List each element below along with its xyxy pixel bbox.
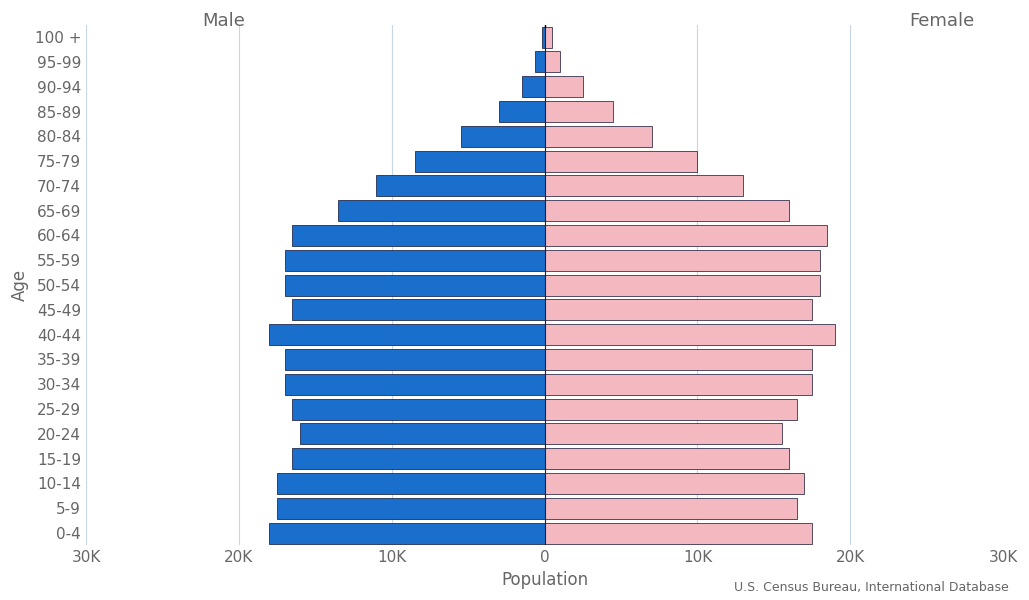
Bar xyxy=(544,448,789,469)
Bar xyxy=(544,275,820,296)
Bar xyxy=(285,275,544,296)
Bar xyxy=(277,498,544,519)
Bar xyxy=(544,523,812,544)
Bar xyxy=(541,26,544,47)
Bar xyxy=(285,374,544,395)
Bar xyxy=(461,126,544,147)
Bar xyxy=(535,52,544,73)
Text: Female: Female xyxy=(910,11,974,29)
Bar xyxy=(277,473,544,494)
Bar xyxy=(300,424,544,445)
Bar xyxy=(544,101,613,122)
Bar xyxy=(544,473,805,494)
Bar xyxy=(544,324,836,345)
Text: Male: Male xyxy=(202,11,245,29)
Bar xyxy=(544,175,743,196)
Bar xyxy=(544,26,553,47)
Bar xyxy=(377,175,544,196)
Bar xyxy=(292,299,544,320)
Bar xyxy=(270,324,544,345)
Bar xyxy=(292,398,544,419)
Bar xyxy=(285,250,544,271)
Bar xyxy=(544,151,698,172)
Bar xyxy=(285,349,544,370)
Bar xyxy=(270,523,544,544)
Bar xyxy=(544,498,796,519)
Bar xyxy=(339,200,544,221)
Bar xyxy=(544,424,782,445)
Bar xyxy=(544,398,796,419)
Bar xyxy=(544,52,560,73)
Bar xyxy=(544,200,789,221)
Bar xyxy=(522,76,544,97)
Bar xyxy=(544,299,812,320)
Bar xyxy=(499,101,544,122)
Bar xyxy=(415,151,544,172)
Bar xyxy=(544,250,820,271)
Bar xyxy=(292,448,544,469)
Y-axis label: Age: Age xyxy=(11,269,29,301)
X-axis label: Population: Population xyxy=(501,571,589,589)
Bar xyxy=(544,225,827,246)
Bar xyxy=(292,225,544,246)
Bar xyxy=(544,76,582,97)
Bar xyxy=(544,374,812,395)
Bar xyxy=(544,126,651,147)
Bar xyxy=(544,349,812,370)
Text: U.S. Census Bureau, International Database: U.S. Census Bureau, International Databa… xyxy=(734,581,1008,594)
